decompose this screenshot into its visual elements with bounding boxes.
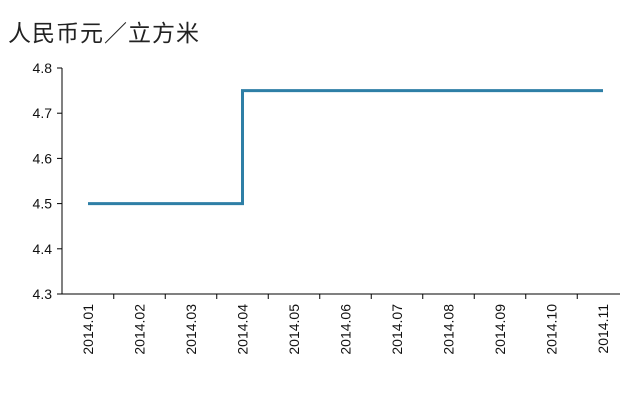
- y-tick-label: 4.4: [33, 241, 53, 257]
- x-tick-label: 2014.01: [80, 304, 96, 355]
- data-point: [241, 202, 244, 205]
- x-tick-label: 2014.11: [595, 304, 611, 354]
- x-tick-label: 2014.02: [132, 304, 148, 355]
- data-point: [602, 89, 605, 92]
- data-point: [396, 89, 399, 92]
- x-tick-label: 2014.03: [183, 304, 199, 355]
- data-point: [138, 202, 141, 205]
- y-unit-label: 人民币元／立方米: [8, 14, 200, 48]
- data-point: [344, 89, 347, 92]
- series-line: [88, 91, 603, 204]
- x-tick-label: 2014.09: [492, 304, 508, 355]
- x-tick-label: 2014.10: [544, 304, 560, 355]
- y-tick-label: 4.8: [33, 60, 53, 76]
- data-point: [499, 89, 502, 92]
- y-tick-label: 4.7: [33, 105, 53, 121]
- x-tick-label: 2014.08: [441, 304, 457, 355]
- series-layer: [87, 89, 605, 205]
- x-tick-label: 2014.05: [286, 304, 302, 355]
- x-tick-label: 2014.06: [338, 304, 354, 355]
- data-point: [190, 202, 193, 205]
- y-axis: 4.3 4.4 4.5 4.6 4.7 4.8: [33, 60, 62, 302]
- y-tick-label: 4.5: [33, 196, 53, 212]
- x-tick-label: 2014.04: [235, 304, 251, 355]
- x-tick-label: 2014.07: [389, 304, 405, 355]
- data-point: [293, 89, 296, 92]
- x-axis: 2014.01 2014.02 2014.03 2014.04 2014.05 2014.…: [62, 294, 620, 355]
- y-tick-label: 4.6: [33, 150, 53, 166]
- data-point: [87, 202, 90, 205]
- data-point: [447, 89, 450, 92]
- y-tick-label: 4.3: [33, 286, 53, 302]
- data-point: [550, 89, 553, 92]
